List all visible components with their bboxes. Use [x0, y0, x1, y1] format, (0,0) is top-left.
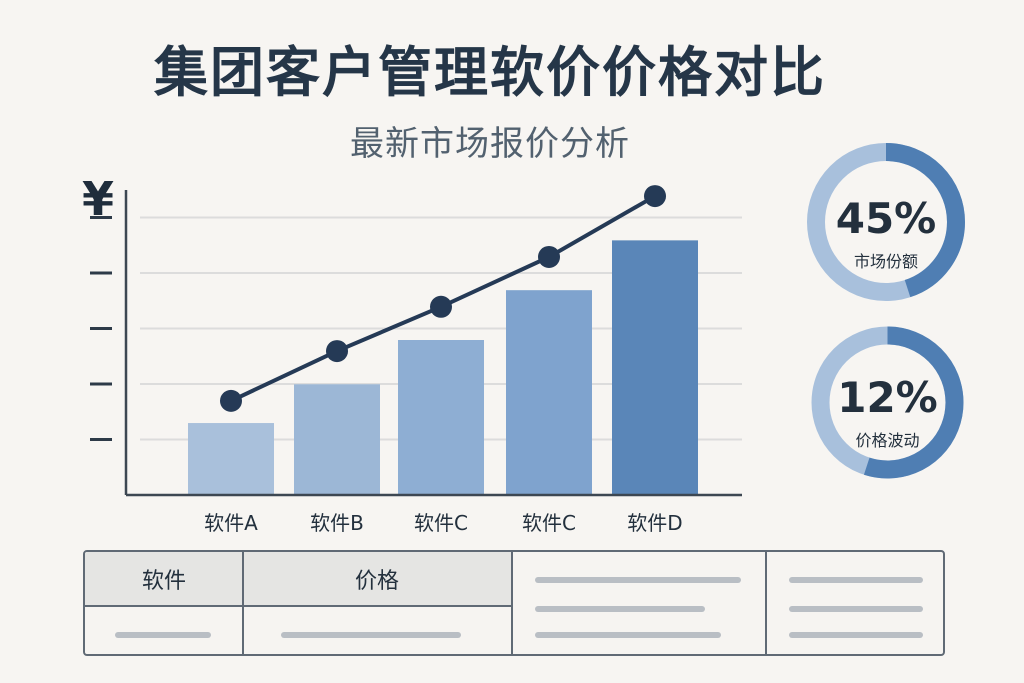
- price-volatility-donut: 12% 价格波动: [810, 325, 965, 480]
- table-cell-placeholder: [535, 577, 741, 583]
- table-cell-placeholder: [789, 577, 923, 583]
- bar: [188, 423, 274, 495]
- x-tick-label: 软件D: [627, 511, 682, 535]
- table-cell-placeholder: [535, 632, 721, 638]
- x-tick-label: 软件B: [310, 511, 364, 535]
- market-share-value: 45%: [835, 194, 937, 243]
- page-title: 集团客户管理软价价格对比: [154, 41, 826, 104]
- trend-point: [220, 389, 242, 412]
- table-cell-placeholder: [535, 606, 705, 612]
- price-volatility-value: 12%: [837, 373, 938, 422]
- bar: [612, 240, 698, 495]
- table-divider: [242, 552, 244, 654]
- trend-point: [430, 295, 452, 318]
- y-axis-currency-label: ¥: [82, 172, 114, 226]
- trend-point: [326, 340, 348, 363]
- table-cell-placeholder: [281, 632, 461, 638]
- x-tick-label: 软件C: [522, 511, 576, 535]
- x-tick-label: 软件C: [414, 511, 468, 535]
- table-divider: [511, 552, 513, 654]
- trend-point: [538, 245, 560, 268]
- bar-line-chart: 软件A 软件B 软件C 软件C 软件D ¥: [82, 172, 742, 535]
- table-header-software: 软件: [85, 552, 243, 606]
- table-cell-placeholder: [115, 632, 211, 638]
- bar: [398, 340, 484, 495]
- bar: [506, 290, 592, 495]
- table-divider: [85, 605, 513, 607]
- price-table: 软件 价格: [83, 550, 945, 656]
- price-volatility-ring: [811, 326, 964, 479]
- market-share-label: 市场份额: [853, 252, 918, 271]
- price-volatility-label: 价格波动: [855, 431, 920, 450]
- page-subtitle: 最新市场报价分析: [350, 124, 630, 164]
- x-tick-label: 软件A: [204, 511, 258, 535]
- table-cell-placeholder: [789, 632, 923, 638]
- market-share-ring: [807, 143, 965, 301]
- bar: [294, 384, 380, 495]
- market-share-donut: 45% 市场份额: [806, 142, 966, 302]
- table-header-price: 价格: [243, 552, 511, 606]
- trend-point: [644, 185, 666, 208]
- table-divider: [765, 552, 767, 654]
- table-cell-placeholder: [789, 606, 923, 612]
